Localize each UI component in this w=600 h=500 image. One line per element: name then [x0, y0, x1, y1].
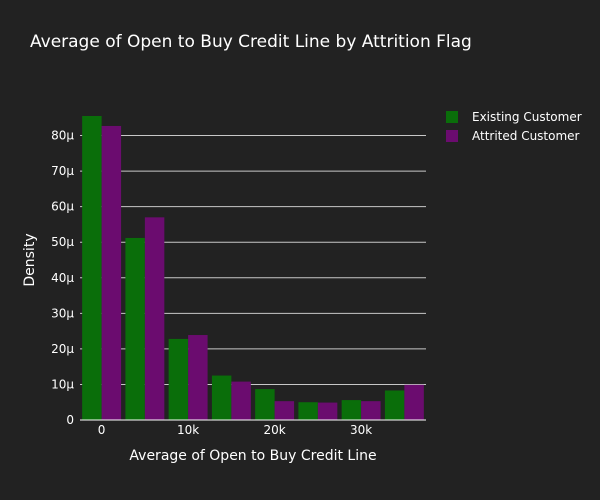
x-tick-label: 20k	[264, 423, 286, 437]
bar-existing	[168, 338, 189, 420]
chart-title: Average of Open to Buy Credit Line by At…	[30, 32, 472, 52]
bar-attrited	[144, 217, 165, 420]
bar-attrited	[231, 381, 251, 420]
bar-attrited	[404, 384, 424, 420]
x-tick-label: 10k	[177, 423, 199, 437]
bar-attrited	[317, 402, 338, 420]
bar-attrited	[274, 401, 295, 420]
y-tick-label: 10μ	[51, 377, 74, 391]
x-tick-label: 0	[98, 423, 106, 437]
bar-existing	[341, 400, 362, 420]
legend-label-existing: Existing Customer	[472, 109, 582, 124]
grid-lines	[80, 135, 426, 385]
legend-item-existing[interactable]: Existing Customer	[446, 107, 582, 126]
x-axis-title: Average of Open to Buy Credit Line	[129, 448, 376, 464]
bar-existing	[298, 402, 318, 420]
legend-label-attrited: Attrited Customer	[472, 128, 580, 143]
bar-existing	[82, 116, 102, 420]
bar-existing	[384, 390, 405, 420]
x-tick-label: 30k	[350, 423, 372, 437]
bar-existing	[255, 389, 275, 420]
y-tick-label: 20μ	[51, 342, 74, 356]
bar-existing	[211, 375, 232, 420]
legend-swatch-attrited	[446, 129, 458, 142]
bar-attrited	[361, 401, 381, 420]
y-tick-label: 80μ	[51, 129, 74, 143]
legend-swatch-existing	[446, 110, 458, 123]
y-tick-label: 70μ	[51, 164, 74, 178]
x-axis-ticks: 0 10k 20k 30k	[98, 423, 372, 437]
y-tick-label: 0	[66, 413, 74, 427]
y-tick-label: 40μ	[51, 271, 74, 285]
y-axis-ticks: 0 10μ 20μ 30μ 40μ 50μ 60μ 70μ 80μ	[51, 129, 74, 427]
y-tick-label: 60μ	[51, 200, 74, 214]
y-axis-title: Density	[22, 233, 38, 286]
bar-attrited	[188, 335, 208, 420]
y-tick-label: 30μ	[51, 306, 74, 320]
legend[interactable]: Existing Customer Attrited Customer	[446, 107, 582, 145]
bars	[82, 116, 424, 420]
y-tick-label: 50μ	[51, 235, 74, 249]
legend-item-attrited[interactable]: Attrited Customer	[446, 126, 582, 145]
bar-existing	[125, 237, 145, 420]
bar-attrited	[101, 125, 122, 420]
